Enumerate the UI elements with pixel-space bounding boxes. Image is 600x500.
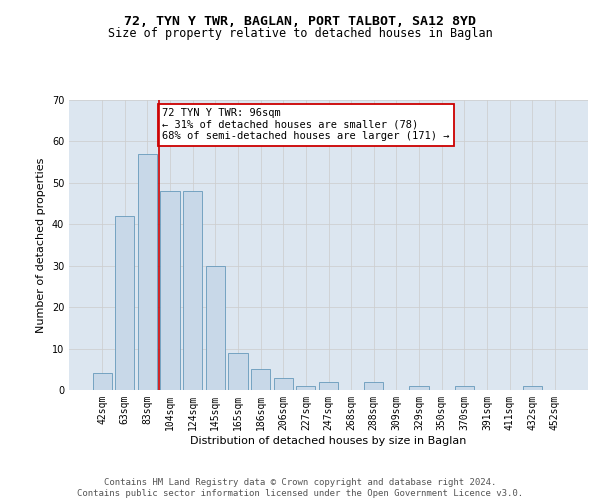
Bar (206, 266, 225, 390)
Text: 72, TYN Y TWR, BAGLAN, PORT TALBOT, SA12 8YD: 72, TYN Y TWR, BAGLAN, PORT TALBOT, SA12… (124, 15, 476, 28)
Bar (455, 386, 474, 390)
Text: 72 TYN Y TWR: 96sqm
← 31% of detached houses are smaller (78)
68% of semi-detach: 72 TYN Y TWR: 96sqm ← 31% of detached ho… (162, 108, 449, 142)
Bar (409, 386, 428, 390)
X-axis label: Distribution of detached houses by size in Baglan: Distribution of detached houses by size … (190, 436, 467, 446)
Bar (92, 374, 112, 390)
Text: Size of property relative to detached houses in Baglan: Size of property relative to detached ho… (107, 28, 493, 40)
Bar (523, 386, 542, 390)
Bar (138, 154, 157, 390)
Bar (251, 370, 270, 390)
Bar (160, 191, 180, 390)
Bar (274, 378, 293, 390)
Bar (296, 386, 316, 390)
Text: Contains HM Land Registry data © Crown copyright and database right 2024.
Contai: Contains HM Land Registry data © Crown c… (77, 478, 523, 498)
Bar (229, 352, 248, 390)
Bar (115, 216, 134, 390)
Bar (319, 382, 338, 390)
Bar (364, 382, 383, 390)
Y-axis label: Number of detached properties: Number of detached properties (36, 158, 46, 332)
Bar (183, 191, 202, 390)
